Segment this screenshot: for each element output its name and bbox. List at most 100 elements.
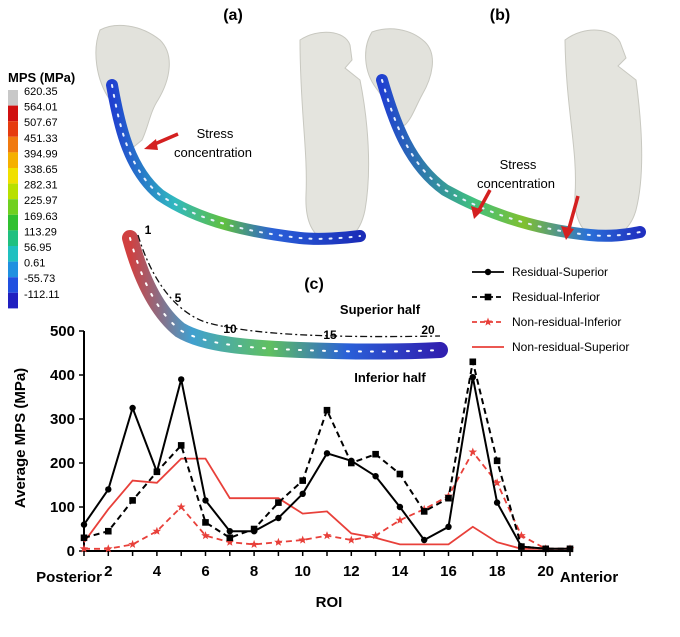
data-point (323, 450, 331, 457)
data-point (347, 535, 356, 544)
data-point (299, 477, 306, 484)
data-point (250, 528, 258, 535)
colorbar-tick-label: 0.61 (24, 258, 45, 270)
colorbar-swatch (8, 277, 18, 293)
superior-half-label: Superior half (340, 302, 421, 317)
x-tick-label: 16 (440, 563, 457, 580)
series-line (83, 361, 570, 550)
colorbar-tick-label: 225.97 (24, 195, 58, 207)
colorbar-swatch (8, 183, 18, 200)
y-tick-label: 300 (50, 411, 75, 428)
data-point (484, 293, 492, 301)
data-point (323, 406, 331, 414)
x-tick-label: 10 (294, 563, 311, 580)
data-point (298, 535, 307, 544)
roi-number-5: 5 (175, 291, 182, 305)
data-point (80, 534, 88, 542)
roi-number-1: 1 (145, 223, 152, 237)
data-point (178, 376, 185, 383)
data-point (468, 447, 478, 456)
colorbar-tick-label: -55.73 (24, 273, 55, 285)
colorbar-tick-label: 282.31 (24, 180, 58, 192)
colorbar-swatch (8, 168, 18, 184)
y-tick-label: 400 (50, 367, 75, 384)
data-point (202, 519, 209, 526)
colorbar-swatch (8, 121, 18, 137)
x-axis-label: ROI (316, 594, 343, 611)
colorbar-swatch (8, 246, 18, 262)
panel-c-plate-illustration (122, 230, 448, 360)
colorbar-swatch (8, 199, 18, 215)
stress-label-b-line2: concentration (477, 176, 555, 191)
colorbar-tick-label: 451.33 (24, 133, 58, 145)
data-point (493, 499, 501, 506)
panel-label-a: (a) (223, 7, 243, 24)
series-non-residual-superior (83, 457, 570, 550)
x-tick-label: 20 (537, 563, 554, 580)
data-point (275, 514, 282, 522)
data-point (202, 497, 209, 504)
data-point (518, 543, 525, 550)
x-right-label: Anterior (560, 569, 619, 586)
data-point (153, 468, 161, 475)
data-point (249, 539, 259, 548)
legend-entry: Residual-Superior (512, 265, 608, 279)
data-point (493, 457, 501, 465)
x-tick-label: 2 (104, 563, 112, 580)
panel-b-mandible-illustration (365, 28, 646, 242)
data-point (105, 527, 112, 535)
x-left-label: Posterior (36, 569, 102, 586)
colorbar-swatch (8, 90, 18, 106)
data-point (469, 374, 476, 381)
data-point (517, 531, 526, 540)
stress-label-a-line1: Stress (197, 126, 234, 141)
x-tick-label: 4 (153, 563, 162, 580)
data-point (128, 539, 137, 548)
data-point (275, 499, 282, 506)
stress-label-a-line2: concentration (174, 145, 252, 160)
data-point (274, 537, 283, 546)
inferior-half-label: Inferior half (354, 370, 426, 385)
data-point (542, 545, 549, 552)
legend-entry: Non-residual-Superior (512, 340, 629, 354)
colorbar-swatch (8, 105, 18, 122)
stress-arrow-b1 (471, 189, 492, 219)
data-point (421, 536, 428, 544)
data-point (469, 358, 477, 366)
colorbar-tick-label: 113.29 (24, 226, 57, 238)
stress-label-b-line1: Stress (500, 157, 537, 172)
panel-a-mandible-illustration (95, 24, 370, 245)
roi-number-10: 10 (223, 322, 237, 336)
colorbar-swatch (8, 152, 18, 168)
x-tick-label: 8 (250, 563, 258, 580)
data-point (566, 545, 574, 552)
data-point (129, 404, 136, 412)
data-point (79, 544, 89, 553)
data-point (396, 503, 404, 511)
stress-arrow-b2 (561, 195, 580, 240)
data-point (371, 531, 380, 540)
y-tick-label: 100 (50, 499, 75, 516)
data-point (322, 531, 332, 540)
data-point (176, 502, 186, 511)
roi-number-15: 15 (323, 328, 337, 342)
legend-entry: Non-residual-Inferior (512, 315, 621, 329)
x-tick-label: 6 (201, 563, 209, 580)
data-point (348, 457, 355, 464)
data-point (226, 534, 234, 542)
data-point (445, 523, 452, 530)
colorbar-swatch (8, 136, 18, 153)
data-point (225, 537, 235, 546)
colorbar-tick-label: 507.67 (24, 117, 58, 129)
x-tick-label: 14 (392, 563, 409, 580)
y-tick-label: 0 (67, 543, 75, 560)
panel-label-b: (b) (490, 7, 510, 24)
data-point (152, 526, 162, 535)
legend-entry: Residual-Inferior (512, 290, 600, 304)
x-tick-label: 18 (489, 563, 506, 580)
colorbar-tick-label: 564.01 (24, 102, 58, 114)
series-residual-superior (80, 374, 574, 552)
colorbar-swatch (8, 230, 18, 246)
y-axis-label: Average MPS (MPa) (12, 368, 29, 508)
colorbar-tick-label: 620.35 (24, 86, 58, 98)
